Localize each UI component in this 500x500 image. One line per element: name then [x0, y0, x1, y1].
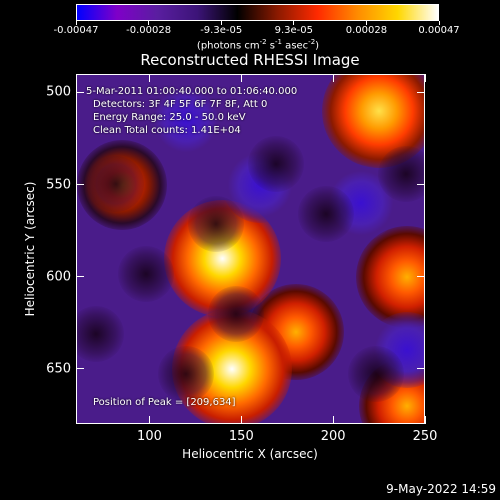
- colorbar-tick-label: 0.00047: [418, 25, 460, 36]
- y-tick-label: 550: [46, 177, 71, 193]
- colorbar-tick: [438, 21, 440, 25]
- timestamp: 9-May-2022 14:59: [386, 482, 496, 496]
- heatmap-region: [348, 346, 404, 402]
- x-tick-label: 200: [320, 429, 346, 444]
- colorbar-units: (photons cm-2 s-1 asec-2): [196, 38, 320, 52]
- heatmap-image: 5-Mar-2011 01:00:40.000 to 01:06:40.000 …: [76, 74, 425, 424]
- heatmap-region: [118, 246, 174, 302]
- colorbar-tick-label: 9.3e-05: [274, 25, 313, 36]
- heatmap-region: [88, 156, 144, 212]
- x-tick-label: 100: [137, 429, 162, 444]
- y-tick-label: 500: [46, 84, 71, 100]
- heatmap-region: [298, 186, 354, 242]
- annotation-peak: Position of Peak = [209,634]: [93, 397, 236, 408]
- x-axis-label: Heliocentric X (arcsec): [182, 447, 318, 461]
- x-tick: [332, 74, 334, 82]
- y-tick: [76, 184, 84, 186]
- x-tick: [240, 74, 242, 82]
- x-tick-label: 250: [412, 429, 438, 444]
- y-tick-label: 600: [46, 269, 71, 285]
- colorbar-tick: [293, 21, 295, 25]
- y-tick: [76, 91, 84, 93]
- x-tick: [424, 74, 426, 82]
- y-tick: [417, 91, 425, 93]
- colorbar: [76, 4, 439, 21]
- colorbar-tick-label: -0.00028: [126, 25, 172, 36]
- y-tick: [417, 276, 425, 278]
- x-tick: [148, 74, 150, 82]
- colorbar-tick: [75, 21, 77, 25]
- heatmap-region: [148, 82, 225, 159]
- heatmap-region: [248, 136, 304, 192]
- x-tick: [424, 416, 426, 424]
- y-axis-label: Heliocentric Y (arcsec): [23, 181, 37, 317]
- heatmap-region: [158, 346, 214, 402]
- heatmap-region: [188, 196, 244, 252]
- x-tick: [332, 416, 334, 424]
- colorbar-tick: [365, 21, 367, 25]
- plot-title: Reconstructed RHESSI Image: [140, 51, 360, 69]
- x-tick-label: 150: [228, 429, 254, 444]
- y-tick-label: 650: [46, 361, 71, 377]
- y-tick: [76, 368, 84, 370]
- y-tick: [76, 276, 84, 278]
- heatmap-region: [76, 306, 124, 362]
- heatmap-region: [378, 146, 425, 202]
- y-tick: [417, 368, 425, 370]
- x-tick: [148, 416, 150, 424]
- annotation-clean: Clean Total counts: 1.41E+04: [93, 125, 241, 136]
- y-tick: [417, 184, 425, 186]
- annotation-energy: Energy Range: 25.0 - 50.0 keV: [93, 112, 246, 123]
- annotation-time: 5-Mar-2011 01:00:40.000 to 01:06:40.000: [86, 86, 298, 97]
- colorbar-tick: [148, 21, 150, 25]
- colorbar-tick: [220, 21, 222, 25]
- x-tick: [240, 416, 242, 424]
- annotation-detectors: Detectors: 3F 4F 5F 6F 7F 8F, Att 0: [93, 99, 268, 110]
- colorbar-tick-label: 0.00028: [345, 25, 388, 36]
- colorbar-tick-label: -0.00047: [53, 25, 99, 36]
- heatmap-region: [208, 286, 264, 342]
- colorbar-tick-label: -9.3e-05: [200, 25, 243, 36]
